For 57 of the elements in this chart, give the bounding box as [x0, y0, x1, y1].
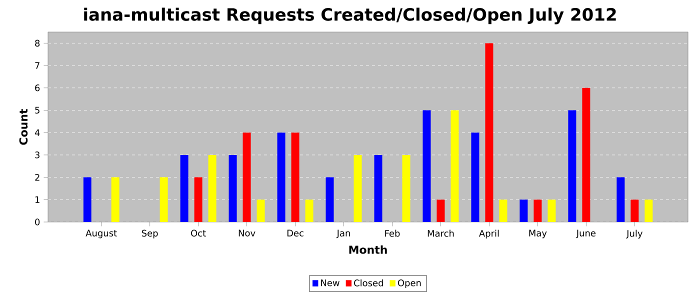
bar	[471, 132, 480, 222]
y-tick-label: 3	[35, 152, 40, 158]
bar	[374, 154, 382, 222]
x-tick-label: July	[626, 230, 643, 239]
bar	[548, 200, 556, 222]
bar	[534, 200, 542, 222]
bar	[568, 110, 576, 222]
x-tick-label: August	[86, 230, 117, 238]
bar	[208, 154, 216, 222]
bar	[111, 177, 120, 222]
legend-label: Open	[398, 279, 421, 288]
y-tick-label: 2	[35, 174, 40, 181]
y-tick-label: 7	[35, 62, 40, 69]
x-tick-label: May	[529, 230, 547, 238]
bar	[228, 154, 237, 222]
x-tick-label: June	[576, 230, 596, 238]
bar	[644, 200, 653, 222]
x-tick-label: Oct	[191, 230, 206, 237]
x-tick-label: Feb	[385, 230, 400, 237]
y-tick-label: 8	[35, 40, 40, 47]
bar	[485, 43, 494, 222]
x-tick-label: March	[428, 230, 454, 237]
legend-label: Closed	[354, 279, 383, 286]
bar	[630, 200, 639, 222]
x-tick-label: April	[478, 230, 499, 239]
x-tick-label: Jan	[336, 230, 350, 238]
bar	[520, 200, 528, 222]
bar	[83, 177, 92, 222]
y-tick-label: 4	[34, 129, 40, 136]
y-axis-title: Count	[19, 108, 28, 145]
bar	[402, 154, 410, 222]
y-tick-label: 5	[35, 106, 40, 114]
x-axis-title: Month	[349, 245, 387, 254]
bar	[422, 110, 431, 222]
bar	[616, 177, 625, 222]
bar	[180, 154, 188, 222]
bar	[256, 200, 265, 222]
y-tick-label: 0	[35, 218, 40, 226]
bar	[354, 154, 362, 222]
bar	[499, 200, 508, 222]
y-tick-label: 6	[35, 84, 40, 92]
bar	[326, 177, 334, 222]
chart-title: iana-multicast Requests Created/Closed/Open July 2012	[84, 8, 616, 24]
bar	[305, 200, 314, 222]
y-tick-label: 1	[35, 196, 40, 203]
bar	[582, 88, 590, 222]
bar	[291, 132, 300, 222]
x-tick-label: Nov	[238, 230, 256, 236]
x-tick-label: Sep	[142, 230, 158, 238]
legend-label: New	[321, 280, 340, 286]
bar	[277, 132, 286, 222]
bar	[160, 177, 168, 222]
bar	[436, 200, 445, 222]
bar	[450, 110, 459, 222]
bar	[194, 177, 202, 222]
bar	[242, 132, 251, 222]
x-tick-label: Dec	[287, 230, 304, 236]
